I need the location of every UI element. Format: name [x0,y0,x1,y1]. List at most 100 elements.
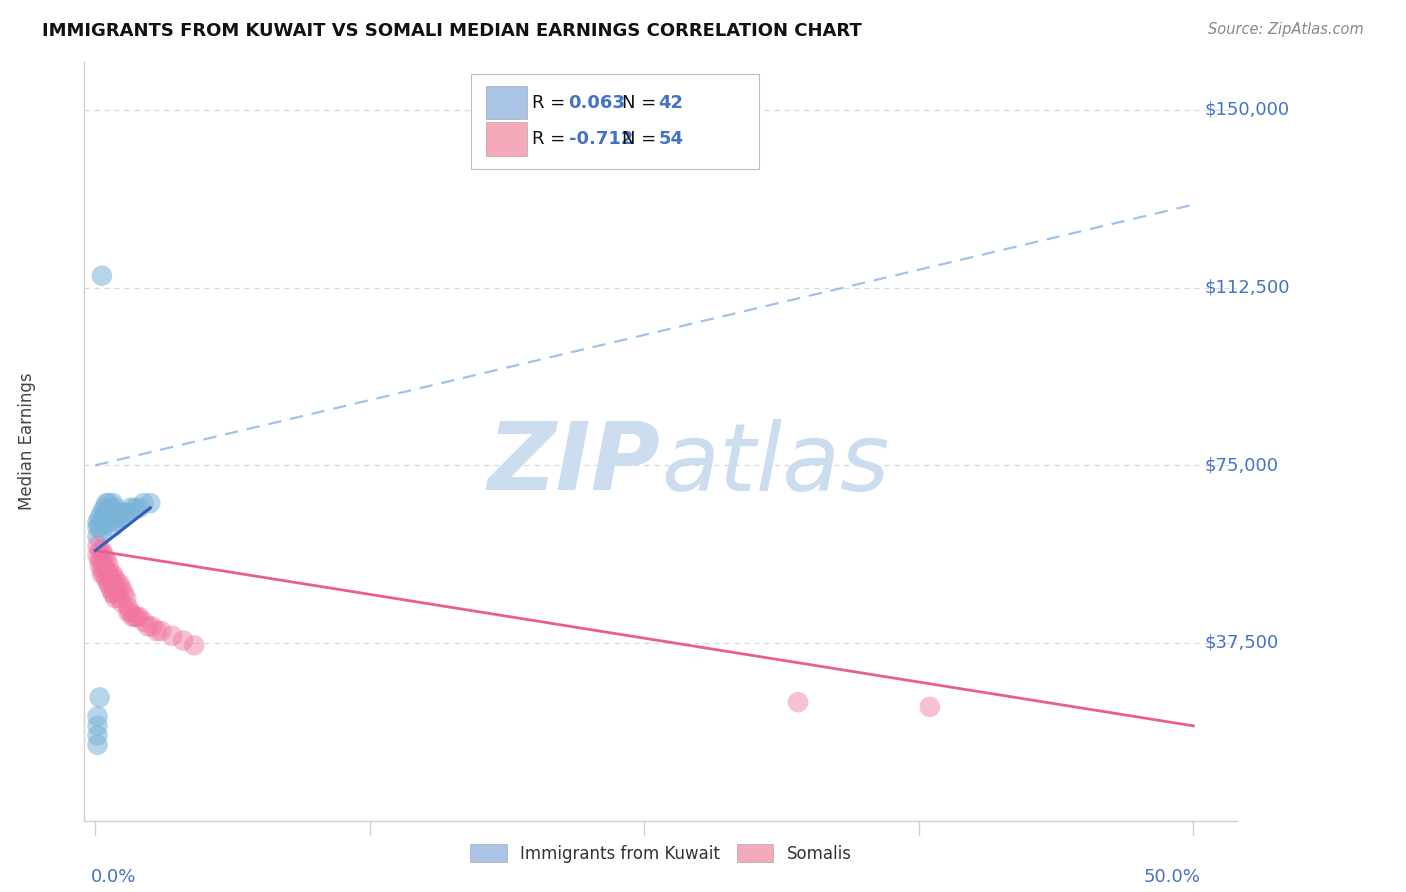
Point [90,515,112,529]
Point [108,510,131,524]
Point [97,496,120,510]
Point [97,576,120,591]
Text: 50.0%: 50.0% [1143,868,1199,886]
Point [101,506,124,520]
Point [86,719,108,733]
Point [90,562,112,576]
Text: Median Earnings: Median Earnings [18,373,35,510]
Legend: Immigrants from Kuwait, Somalis: Immigrants from Kuwait, Somalis [464,838,858,869]
Text: 0.0%: 0.0% [91,868,136,886]
Point [101,567,124,582]
Point [86,728,108,742]
Point [150,624,173,639]
Point [117,506,139,520]
Point [90,268,112,283]
Point [90,524,112,539]
Point [86,738,108,752]
Point [89,690,111,705]
Point [121,610,143,624]
Point [97,515,120,529]
Point [128,500,150,515]
Point [787,695,810,709]
Point [108,591,131,605]
Point [128,610,150,624]
Point [172,633,194,648]
Point [101,520,124,534]
Point [86,709,108,723]
Point [93,567,115,582]
FancyBboxPatch shape [485,122,527,156]
Point [136,619,159,633]
Point [100,582,122,596]
Point [111,506,134,520]
Point [104,500,127,515]
FancyBboxPatch shape [485,86,527,120]
Point [115,591,138,605]
Point [93,500,115,515]
Point [105,586,128,600]
Text: N =: N = [621,94,662,112]
Point [93,558,115,572]
Point [86,520,108,534]
Text: Source: ZipAtlas.com: Source: ZipAtlas.com [1208,22,1364,37]
Point [89,553,111,567]
Point [112,586,135,600]
Point [97,558,120,572]
Point [89,520,111,534]
Point [93,548,115,563]
Point [86,548,108,563]
Point [104,572,127,586]
Point [132,615,155,629]
Point [111,582,134,596]
Point [90,553,112,567]
Point [132,496,155,510]
Text: $75,000: $75,000 [1205,456,1278,475]
Point [108,576,131,591]
Point [97,506,120,520]
Text: IMMIGRANTS FROM KUWAIT VS SOMALI MEDIAN EARNINGS CORRELATION CHART: IMMIGRANTS FROM KUWAIT VS SOMALI MEDIAN … [42,22,862,40]
Point [117,600,139,615]
Point [96,515,118,529]
Point [100,510,122,524]
Text: 0.063: 0.063 [568,94,626,112]
Point [101,576,124,591]
Point [120,500,142,515]
Text: N =: N = [621,130,662,148]
Text: $37,500: $37,500 [1205,634,1278,652]
Point [96,506,118,520]
Point [96,572,118,586]
Point [111,596,134,610]
Point [115,506,138,520]
Point [86,515,108,529]
Point [100,567,122,582]
FancyBboxPatch shape [471,74,759,169]
Point [160,629,183,643]
Text: 42: 42 [658,94,683,112]
Point [125,610,148,624]
Point [146,624,169,639]
Point [86,529,108,543]
Point [112,510,135,524]
Point [86,539,108,553]
Point [183,638,205,652]
Text: R =: R = [531,130,571,148]
Point [104,582,127,596]
Point [141,619,163,633]
Point [100,572,122,586]
Point [105,515,128,529]
Text: $150,000: $150,000 [1205,101,1289,119]
Point [96,562,118,576]
Point [104,510,127,524]
Text: $112,500: $112,500 [1205,278,1289,296]
Point [96,553,118,567]
Point [117,605,139,619]
Point [97,576,120,591]
Point [124,500,146,515]
Point [101,510,124,524]
Point [101,496,124,510]
Text: atlas: atlas [661,418,889,510]
Point [104,591,127,605]
Point [101,586,124,600]
Point [105,506,128,520]
Point [124,610,146,624]
